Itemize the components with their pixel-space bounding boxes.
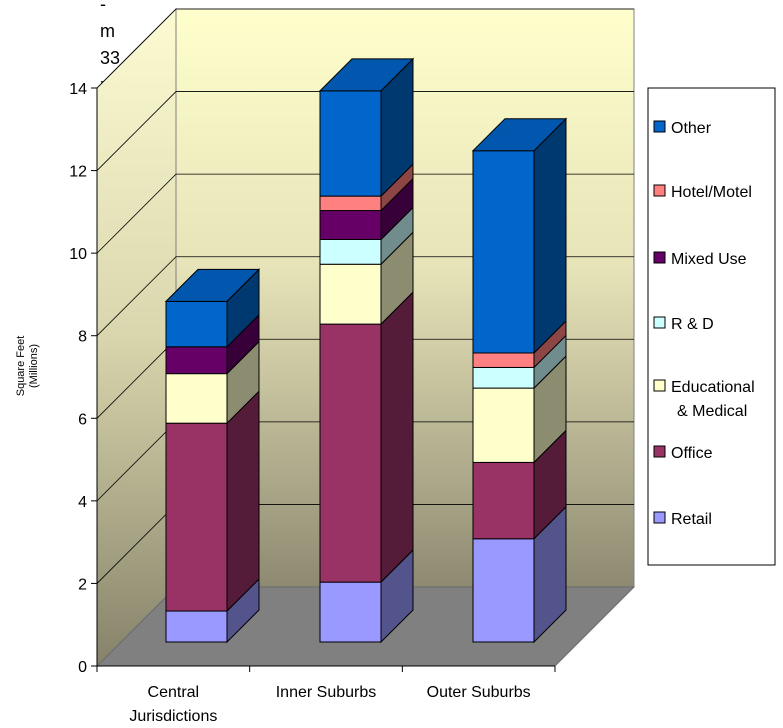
legend-label-line: & Medical — [677, 403, 747, 420]
bar-segment — [319, 210, 382, 240]
bar-segment — [319, 90, 382, 197]
legend-label: Other — [671, 120, 712, 137]
bar-segment — [319, 263, 382, 325]
y-tick-label: 10 — [69, 246, 87, 263]
bar-segment — [319, 195, 382, 212]
legend-label-line: Other — [671, 120, 712, 137]
bar-segment — [319, 323, 382, 583]
bar-segment — [472, 366, 535, 389]
y-tick-labels: 0 2 4 6 8 10 12 14 — [69, 81, 87, 676]
y-axis-title-text: Square Feet(Millions) — [15, 336, 40, 397]
category-label: Outer Suburbs — [427, 684, 531, 701]
bar-segment — [472, 538, 535, 643]
legend-label-line: Office — [671, 445, 713, 462]
y-tick-label: 14 — [69, 81, 87, 98]
gridline — [96, 91, 634, 171]
legend-swatch — [653, 379, 666, 392]
y-tick-label: 4 — [78, 494, 87, 511]
side-wall — [96, 7, 177, 668]
category-label-line: Jurisdictions — [129, 708, 217, 725]
bar-top — [164, 268, 261, 302]
axes — [91, 87, 556, 672]
category-labels: Central Jurisdictions Inner Suburbs Outer S… — [129, 684, 530, 725]
bars — [164, 57, 568, 644]
category-label-line: Inner Suburbs — [276, 684, 377, 701]
legend-swatch — [653, 184, 666, 197]
y-tick-label: 6 — [78, 411, 87, 428]
y-axis-title-line: (Millions) — [28, 344, 40, 388]
legend-swatch — [653, 251, 666, 264]
legend-label-line: Mixed Use — [671, 251, 747, 268]
legend-swatch — [653, 316, 666, 329]
y-axis-title-line: Square Feet — [15, 336, 27, 397]
fragment-line-3: 33 — [100, 48, 120, 68]
bar-segment — [472, 150, 535, 354]
legend-label: R & D — [671, 316, 714, 333]
gridline — [96, 8, 634, 89]
bar-top — [471, 118, 568, 152]
legend-label: Educational & Medical — [671, 379, 755, 420]
category-label: Inner Suburbs — [276, 684, 377, 701]
bar-stack — [318, 57, 415, 644]
legend-swatch — [653, 120, 666, 133]
y-tick-label: 12 — [69, 164, 87, 181]
bar-segment — [472, 352, 535, 368]
bar-segment — [165, 422, 228, 612]
bar-segment — [165, 610, 228, 643]
bar-segment — [165, 300, 228, 348]
legend-label: Mixed Use — [671, 251, 747, 268]
legend-label: Retail — [671, 511, 712, 528]
bar-segment-side — [533, 117, 567, 355]
category-label-line: Outer Suburbs — [427, 684, 531, 701]
bar-top — [318, 58, 415, 92]
y-tick-label: 8 — [78, 329, 87, 346]
legend: Other Hotel/Motel Mixed Use R & D Educationa… — [647, 87, 776, 566]
legend-swatch — [653, 511, 666, 524]
y-axis-title: Square Feet(Millions) — [15, 336, 40, 397]
bar-segment — [165, 373, 228, 424]
fragment-line-2: m — [100, 21, 115, 41]
bar-segment — [319, 238, 382, 265]
category-label: Central Jurisdictions — [129, 684, 217, 725]
legend-label: Hotel/Motel — [671, 184, 752, 201]
bar-segment — [165, 346, 228, 375]
legend-label-line: R & D — [671, 316, 714, 333]
legend-label-line: Hotel/Motel — [671, 184, 752, 201]
bar-segment — [319, 581, 382, 643]
y-tick-label: 0 — [78, 659, 87, 676]
legend-box — [647, 87, 776, 566]
bar-stack — [471, 117, 568, 644]
category-label-line: Central — [148, 684, 200, 701]
bar-stack — [164, 268, 261, 644]
bar-segment — [472, 387, 535, 463]
legend-label: Office — [671, 445, 713, 462]
y-tick-label: 2 — [78, 576, 87, 593]
legend-label-line: Educational — [671, 379, 755, 396]
legend-label-line: Retail — [671, 511, 712, 528]
bar-segment-side — [226, 389, 260, 613]
legend-swatch — [653, 445, 666, 458]
bar-segment — [472, 461, 535, 540]
fragment-line-1: - — [100, 0, 106, 14]
bar-segment-side — [380, 290, 414, 584]
